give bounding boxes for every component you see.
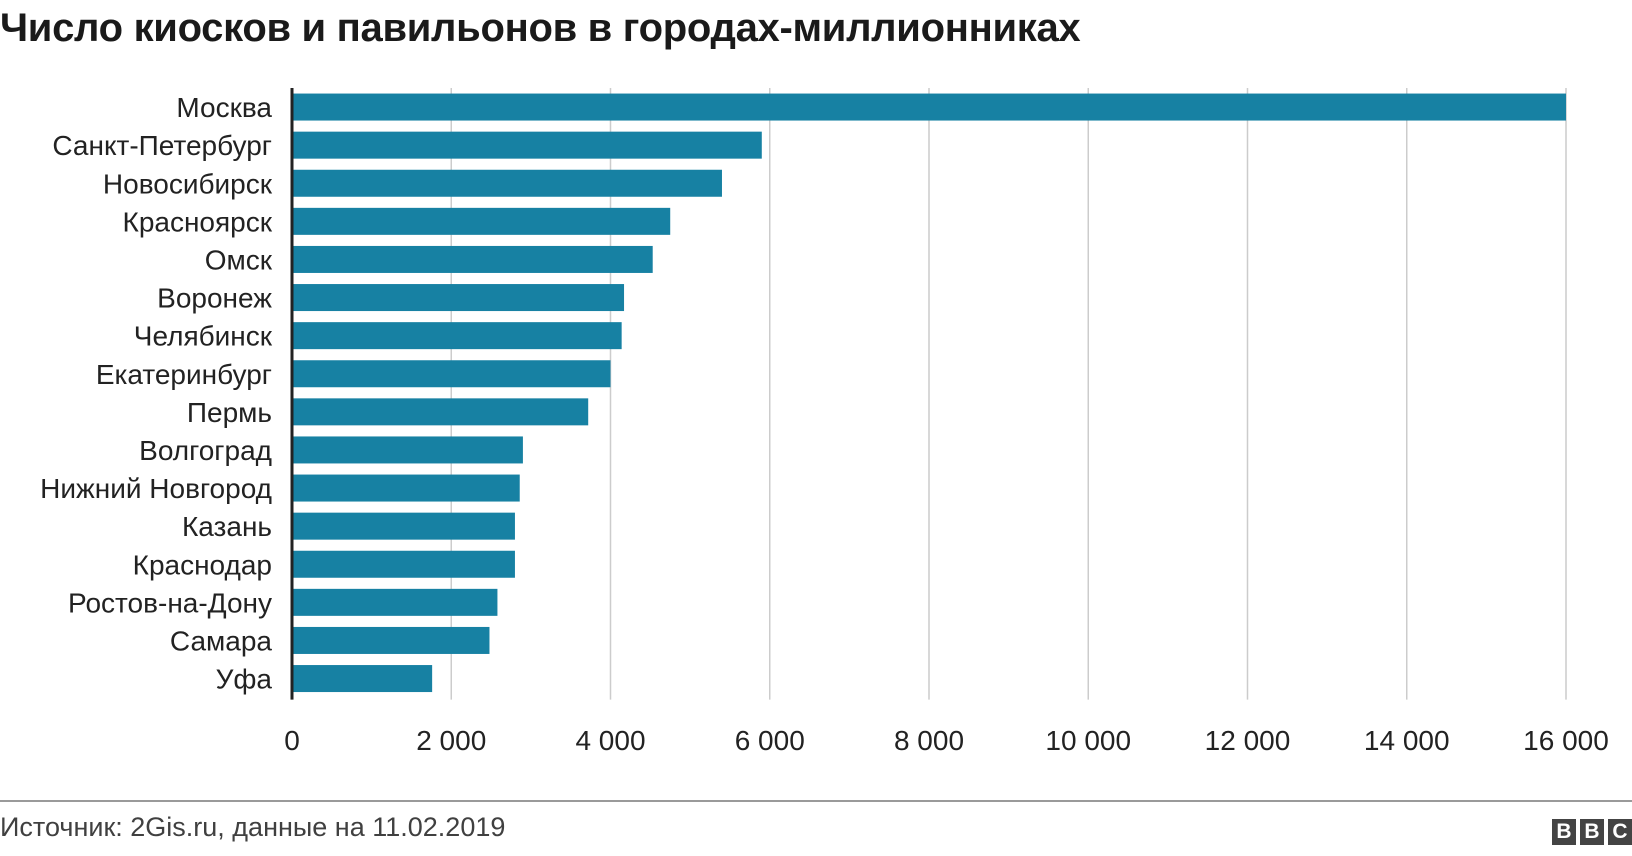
category-label: Москва xyxy=(176,92,272,123)
logo-letter: B xyxy=(1580,819,1604,845)
bar xyxy=(292,588,498,616)
category-label: Санкт-Петербург xyxy=(52,130,272,161)
category-label: Новосибирск xyxy=(103,168,273,199)
bar xyxy=(292,284,625,312)
category-label: Ростов-на-Дону xyxy=(68,587,272,618)
category-label: Самара xyxy=(170,625,273,656)
category-label: Краснодар xyxy=(133,549,272,580)
x-tick-label: 12 000 xyxy=(1205,725,1291,756)
x-tick-label: 4 000 xyxy=(575,725,645,756)
category-label: Нижний Новгород xyxy=(40,473,272,504)
category-label: Воронеж xyxy=(157,283,272,314)
bar-chart: Москва Санкт-Петербург Новосибирск Краснояр… xyxy=(40,88,1609,756)
bar xyxy=(292,322,622,350)
bar xyxy=(292,665,433,693)
x-tick-label: 2 000 xyxy=(416,725,486,756)
chart-title: Число киосков и павильонов в городах-мил… xyxy=(0,6,1081,50)
bar xyxy=(292,474,520,502)
bar xyxy=(292,512,515,540)
bar xyxy=(292,398,589,426)
x-tick-label: 16 000 xyxy=(1523,725,1609,756)
bar xyxy=(292,131,762,159)
x-tick-label: 14 000 xyxy=(1364,725,1450,756)
x-tick-label: 8 000 xyxy=(894,725,964,756)
category-label: Пермь xyxy=(187,397,272,428)
bar xyxy=(292,626,490,654)
logo-letter: C xyxy=(1608,819,1632,845)
bar xyxy=(292,245,653,273)
category-label: Екатеринбург xyxy=(96,359,272,390)
category-label: Челябинск xyxy=(134,321,273,352)
footer-divider xyxy=(0,800,1632,802)
category-label: Уфа xyxy=(216,664,273,695)
logo-letter: B xyxy=(1552,819,1576,845)
bbc-logo: B B C xyxy=(1552,819,1632,845)
source-note: Источник: 2Gis.ru, данные на 11.02.2019 xyxy=(0,812,506,842)
bar xyxy=(292,207,671,235)
category-label: Волгоград xyxy=(139,435,272,466)
bar xyxy=(292,360,611,388)
bar xyxy=(292,93,1566,121)
x-tick-label: 10 000 xyxy=(1045,725,1131,756)
x-tick-label: 0 xyxy=(284,725,300,756)
bar xyxy=(292,169,722,197)
bar xyxy=(292,550,515,578)
category-label: Казань xyxy=(182,511,272,542)
category-label: Красноярск xyxy=(123,206,273,237)
bar xyxy=(292,436,523,464)
category-label: Омск xyxy=(205,244,273,275)
x-tick-label: 6 000 xyxy=(735,725,805,756)
